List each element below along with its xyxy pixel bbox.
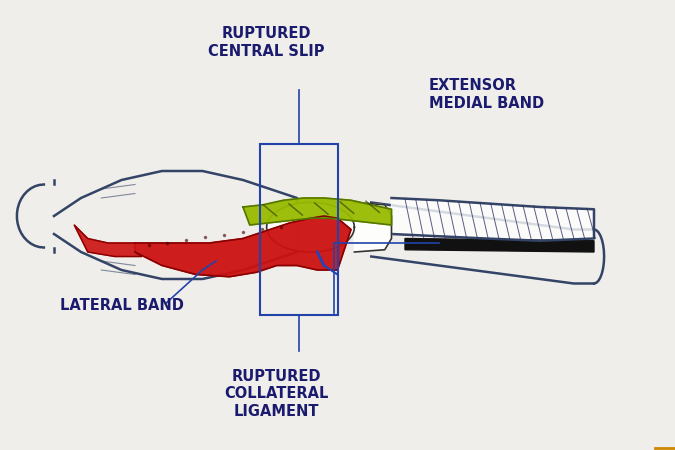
Polygon shape	[392, 198, 594, 241]
Polygon shape	[243, 198, 392, 225]
Text: RUPTURED
CENTRAL SLIP: RUPTURED CENTRAL SLIP	[209, 26, 325, 59]
Text: LATERAL BAND: LATERAL BAND	[59, 298, 184, 314]
Polygon shape	[135, 216, 351, 277]
Polygon shape	[54, 171, 297, 279]
Polygon shape	[371, 202, 594, 284]
Polygon shape	[354, 202, 391, 252]
Polygon shape	[17, 184, 44, 248]
Text: RUPTURED
COLLATERAL
LIGAMENT: RUPTURED COLLATERAL LIGAMENT	[225, 369, 329, 419]
Polygon shape	[74, 225, 142, 256]
Bar	[260, 144, 338, 315]
Polygon shape	[267, 202, 354, 252]
Polygon shape	[405, 238, 594, 252]
Text: EXTENSOR
MEDIAL BAND: EXTENSOR MEDIAL BAND	[429, 78, 544, 111]
